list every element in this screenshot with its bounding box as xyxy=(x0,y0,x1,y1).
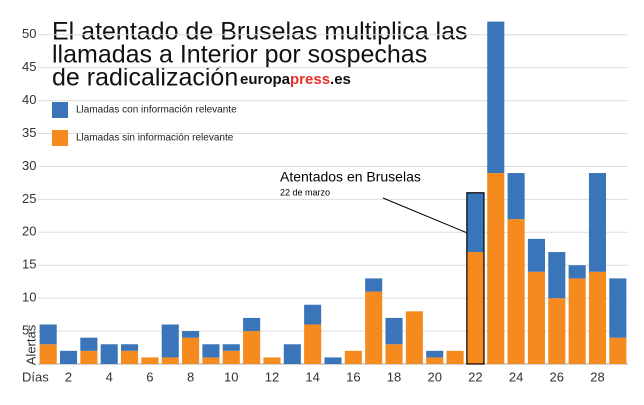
x-tick-label: 24 xyxy=(509,369,523,384)
bar-segment xyxy=(324,357,342,364)
y-tick-label: 35 xyxy=(22,125,36,140)
y-tick-label: 50 xyxy=(22,26,36,41)
legend-swatch xyxy=(52,130,68,146)
x-tick-label: 10 xyxy=(224,369,238,384)
x-tick-label: 16 xyxy=(346,369,360,384)
logo-part: press xyxy=(290,71,330,88)
x-tick-label: 28 xyxy=(590,369,604,384)
bar-segment xyxy=(222,350,240,364)
annotation-title: Atentados en Bruselas xyxy=(280,169,421,185)
chart-title: llamadas a Interior por sospechas xyxy=(52,41,427,69)
legend-swatch xyxy=(52,102,68,118)
bar-segment xyxy=(487,173,505,364)
bar-segment xyxy=(609,337,627,364)
chart-title: de radicalización xyxy=(52,64,238,92)
y-tick-label: 25 xyxy=(22,191,36,206)
bar-segment xyxy=(80,350,98,364)
x-tick-label: 18 xyxy=(387,369,401,384)
bar-segment xyxy=(202,344,220,358)
logo: europapress.es xyxy=(240,71,351,88)
bar-segment xyxy=(527,238,545,272)
bar-segment xyxy=(304,324,322,364)
bar-segment xyxy=(59,350,78,364)
x-tick-label: 12 xyxy=(265,369,279,384)
annotation-subtitle: 22 de marzo xyxy=(280,187,330,197)
bar-segment xyxy=(344,350,362,364)
bar-segment xyxy=(365,291,383,364)
bar-segment xyxy=(548,298,566,364)
bar-segment xyxy=(426,350,444,358)
y-tick-label: 45 xyxy=(22,59,36,74)
bar-segment xyxy=(466,252,484,364)
x-tick-label: 4 xyxy=(106,369,113,384)
bar-segment xyxy=(588,271,607,364)
bar-segment xyxy=(161,357,179,364)
bar-segment xyxy=(202,357,220,364)
bar-segment xyxy=(141,357,159,364)
logo-part: europa xyxy=(240,71,291,88)
bar-segment xyxy=(182,331,200,338)
x-axis-label: Días xyxy=(22,369,49,384)
highlight-outline xyxy=(466,192,485,365)
bar-segment xyxy=(243,317,261,332)
bar-segment xyxy=(568,265,586,279)
bar-segment xyxy=(507,219,525,364)
y-tick-label: 5 xyxy=(22,323,29,338)
bar-segment xyxy=(385,317,403,345)
annotation-line xyxy=(382,197,468,234)
x-tick-label: 22 xyxy=(468,369,482,384)
x-tick-label: 8 xyxy=(187,369,194,384)
x-tick-label: 2 xyxy=(65,369,72,384)
y-tick-label: 15 xyxy=(22,257,36,272)
bar-segment xyxy=(426,357,444,364)
chart-title: El atentado de Bruselas multiplica las xyxy=(52,18,468,46)
y-tick-label: 10 xyxy=(22,290,36,305)
bar-segment xyxy=(39,324,57,345)
bar-segment xyxy=(283,344,301,364)
bar-segment xyxy=(121,344,139,351)
x-tick-label: 14 xyxy=(305,369,319,384)
bar-segment xyxy=(263,357,281,364)
bar-segment xyxy=(609,278,627,338)
x-tick-label: 6 xyxy=(146,369,153,384)
bar-segment xyxy=(182,337,200,364)
y-tick-label: 20 xyxy=(22,224,36,239)
bar-segment xyxy=(304,304,322,325)
bar-segment xyxy=(385,344,403,364)
bar-segment xyxy=(527,271,545,364)
logo-part: .es xyxy=(330,71,351,88)
bar-segment xyxy=(446,350,464,364)
bar-segment xyxy=(487,21,505,174)
bar-segment xyxy=(365,278,383,292)
bar-segment xyxy=(100,344,118,364)
bar-segment xyxy=(466,192,484,253)
bar-segment xyxy=(588,173,607,272)
bar-segment xyxy=(507,173,525,220)
legend-label: Llamadas con información relevante xyxy=(76,105,237,116)
bar-segment xyxy=(405,311,423,364)
bar-segment xyxy=(80,337,98,351)
bar-segment xyxy=(161,324,179,358)
legend-label: Llamadas sin información relevante xyxy=(76,133,234,144)
bar-segment xyxy=(243,331,261,364)
y-tick-label: 40 xyxy=(22,92,36,107)
x-tick-label: 20 xyxy=(427,369,441,384)
y-axis-label: Alertas xyxy=(23,324,38,365)
bar-segment xyxy=(121,350,139,364)
x-tick-label: 26 xyxy=(550,369,564,384)
bar-segment xyxy=(222,344,240,351)
bar-segment xyxy=(39,344,57,364)
bar-segment xyxy=(548,252,566,299)
y-tick-label: 30 xyxy=(22,158,36,173)
bar-segment xyxy=(568,278,586,364)
